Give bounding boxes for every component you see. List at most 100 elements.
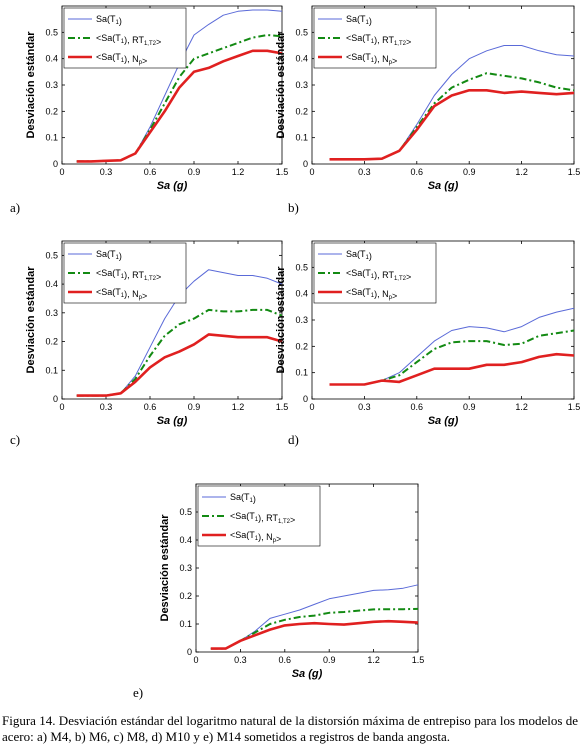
legend-label-3: <Sa(T1), Np> [346, 287, 397, 301]
x-tick-label: 1.2 [367, 655, 380, 665]
y-tick-label: 0.4 [295, 289, 308, 299]
x-tick-label: 0.3 [100, 402, 113, 412]
x-tick-label: 1.5 [568, 402, 580, 412]
y-axis-label: Desviación estándar [275, 266, 287, 374]
x-tick-label: 0.6 [144, 167, 157, 177]
chart-panel-c: 0 0.3 0.6 0.9 1.2 1.5 0 0.1 0.2 0.3 0.4 0.5 Sa (g) De… [0, 235, 290, 447]
chart-svg-e: 0 0.3 0.6 0.9 1.2 1.5 0 0.1 0.2 0.3 0.4 0.5 Sa (g) De… [159, 483, 424, 680]
panel-label-b: b) [288, 200, 299, 215]
chart-panel-b: 0 0.3 0.6 0.9 1.2 1.5 0 0.1 0.2 0.3 0.4 0.5 Sa (g) De… [275, 0, 580, 220]
y-tick-label: 0 [53, 394, 58, 404]
legend: Sa(T1) <Sa(T1), RT1,T2> <Sa(T1), Np> [313, 7, 437, 69]
chart-panel-d: 0 0.3 0.6 0.9 1.2 1.5 0 0.1 0.2 0.3 0.4 0.5 Sa (g) De… [275, 235, 580, 447]
y-tick-label: 0 [303, 394, 308, 404]
plot-area: 0 0.3 0.6 0.9 1.2 1.5 0 0.1 0.2 0.3 0.4 0.5 Sa (g) De… [25, 240, 289, 427]
plot-area: 0 0.3 0.6 0.9 1.2 1.5 0 0.1 0.2 0.3 0.4 0.5 Sa (g) De… [159, 483, 425, 680]
x-tick-label: 0.3 [100, 167, 113, 177]
panel-label-a: a) [10, 200, 21, 215]
series-line-1 [329, 307, 575, 385]
x-axis-label: Sa (g) [428, 180, 459, 192]
y-tick-label: 0.4 [179, 535, 192, 545]
series-line-3 [76, 333, 283, 397]
legend: Sa(T1) <Sa(T1), RT1,T2> <Sa(T1), Np> [63, 242, 187, 304]
x-axis-label: Sa (g) [157, 180, 188, 192]
x-tick-label: 0.6 [411, 167, 424, 177]
y-tick-label: 0.1 [295, 133, 308, 143]
legend-label-1: Sa(T1) [346, 249, 372, 261]
y-tick-label: 0.5 [295, 27, 308, 37]
y-tick-label: 0.2 [45, 337, 58, 347]
x-tick-label: 0 [59, 402, 64, 412]
y-tick-label: 0.5 [45, 250, 58, 260]
chart-svg-c: 0 0.3 0.6 0.9 1.2 1.5 0 0.1 0.2 0.3 0.4 0.5 Sa (g) De… [25, 240, 289, 427]
x-tick-label: 0 [309, 167, 314, 177]
series-line-2 [329, 72, 575, 161]
legend-label-3: <Sa(T1), Np> [96, 287, 147, 301]
x-tick-label: 0.9 [323, 655, 336, 665]
y-tick-label: 0.5 [45, 27, 58, 37]
x-tick-label: 0.3 [358, 167, 371, 177]
axes-frame [61, 240, 283, 400]
x-axis-label: Sa (g) [292, 668, 323, 680]
chart-panel-e: 0 0.3 0.6 0.9 1.2 1.5 0 0.1 0.2 0.3 0.4 0.5 Sa (g) De… [128, 480, 428, 700]
legend: Sa(T1) <Sa(T1), RT1,T2> <Sa(T1), Np> [313, 242, 437, 304]
series-line-1 [210, 584, 419, 650]
y-tick-label: 0.2 [45, 106, 58, 116]
x-axis-label: Sa (g) [157, 415, 188, 427]
x-tick-label: 0.9 [463, 402, 476, 412]
y-tick-label: 0.3 [295, 80, 308, 90]
series-line-3 [329, 89, 575, 161]
plot-area: 0 0.3 0.6 0.9 1.2 1.5 0 0.1 0.2 0.3 0.4 0.5 Sa (g) De… [275, 5, 580, 192]
series-line-3 [210, 619, 419, 650]
x-tick-label: 1.5 [276, 167, 289, 177]
legend-label-1: Sa(T1) [96, 249, 122, 261]
y-tick-label: 0.4 [45, 279, 58, 289]
x-tick-label: 0.3 [234, 655, 247, 665]
legend-label-1: Sa(T1) [346, 14, 372, 26]
y-axis-label: Desviación estándar [159, 514, 171, 622]
y-tick-label: 0.3 [179, 563, 192, 573]
x-tick-label: 0 [193, 655, 198, 665]
y-tick-label: 0.2 [179, 591, 192, 601]
y-tick-label: 0 [53, 159, 58, 169]
series-line-3 [76, 49, 283, 163]
y-axis-label: Desviación estándar [275, 31, 287, 139]
y-tick-label: 0.1 [179, 619, 192, 629]
legend-label-2: <Sa(T1), RT1,T2> [96, 33, 161, 47]
legend-label-1: Sa(T1) [230, 492, 256, 504]
y-tick-label: 0.4 [295, 54, 308, 64]
y-tick-label: 0 [303, 159, 308, 169]
y-tick-label: 0.5 [179, 507, 192, 517]
panel-label-e: e) [133, 685, 144, 700]
series-line-2 [210, 607, 419, 650]
legend-label-3: <Sa(T1), Np> [346, 52, 397, 66]
x-tick-label: 1.5 [412, 655, 425, 665]
plot-area: 0 0.3 0.6 0.9 1.2 1.5 0 0.1 0.2 0.3 0.4 0.5 Sa (g) De… [275, 240, 580, 427]
x-tick-label: 1.2 [232, 167, 245, 177]
plot-area: 0 0.3 0.6 0.9 1.2 1.5 0 0.1 0.2 0.3 0.4 0.5 Sa (g) De… [25, 5, 289, 192]
x-tick-label: 1.5 [568, 167, 580, 177]
x-tick-label: 1.5 [276, 402, 289, 412]
legend: Sa(T1) <Sa(T1), RT1,T2> <Sa(T1), Np> [63, 7, 187, 69]
chart-svg-d: 0 0.3 0.6 0.9 1.2 1.5 0 0.1 0.2 0.3 0.4 0.5 Sa (g) De… [275, 240, 580, 427]
x-tick-label: 1.2 [515, 167, 528, 177]
chart-panel-a: 0 0.3 0.6 0.9 1.2 1.5 0 0.1 0.2 0.3 0.4 0.5 Sa (g) De… [0, 0, 290, 220]
y-axis-label: Desviación estándar [25, 266, 37, 374]
x-tick-label: 0.9 [188, 167, 201, 177]
y-tick-label: 0.5 [295, 262, 308, 272]
x-tick-label: 0 [309, 402, 314, 412]
y-tick-label: 0.3 [45, 80, 58, 90]
x-tick-label: 0 [59, 167, 64, 177]
x-tick-label: 1.2 [232, 402, 245, 412]
legend-label-2: <Sa(T1), RT1,T2> [230, 511, 295, 525]
y-tick-label: 0.3 [45, 308, 58, 318]
y-tick-label: 0.4 [45, 54, 58, 64]
x-tick-label: 0.6 [411, 402, 424, 412]
y-tick-label: 0.1 [295, 368, 308, 378]
x-tick-label: 0.3 [358, 402, 371, 412]
series-line-3 [329, 352, 575, 386]
legend-label-1: Sa(T1) [96, 14, 122, 26]
y-tick-label: 0.1 [45, 365, 58, 375]
x-axis-label: Sa (g) [428, 415, 459, 427]
chart-svg-b: 0 0.3 0.6 0.9 1.2 1.5 0 0.1 0.2 0.3 0.4 0.5 Sa (g) De… [275, 5, 580, 192]
